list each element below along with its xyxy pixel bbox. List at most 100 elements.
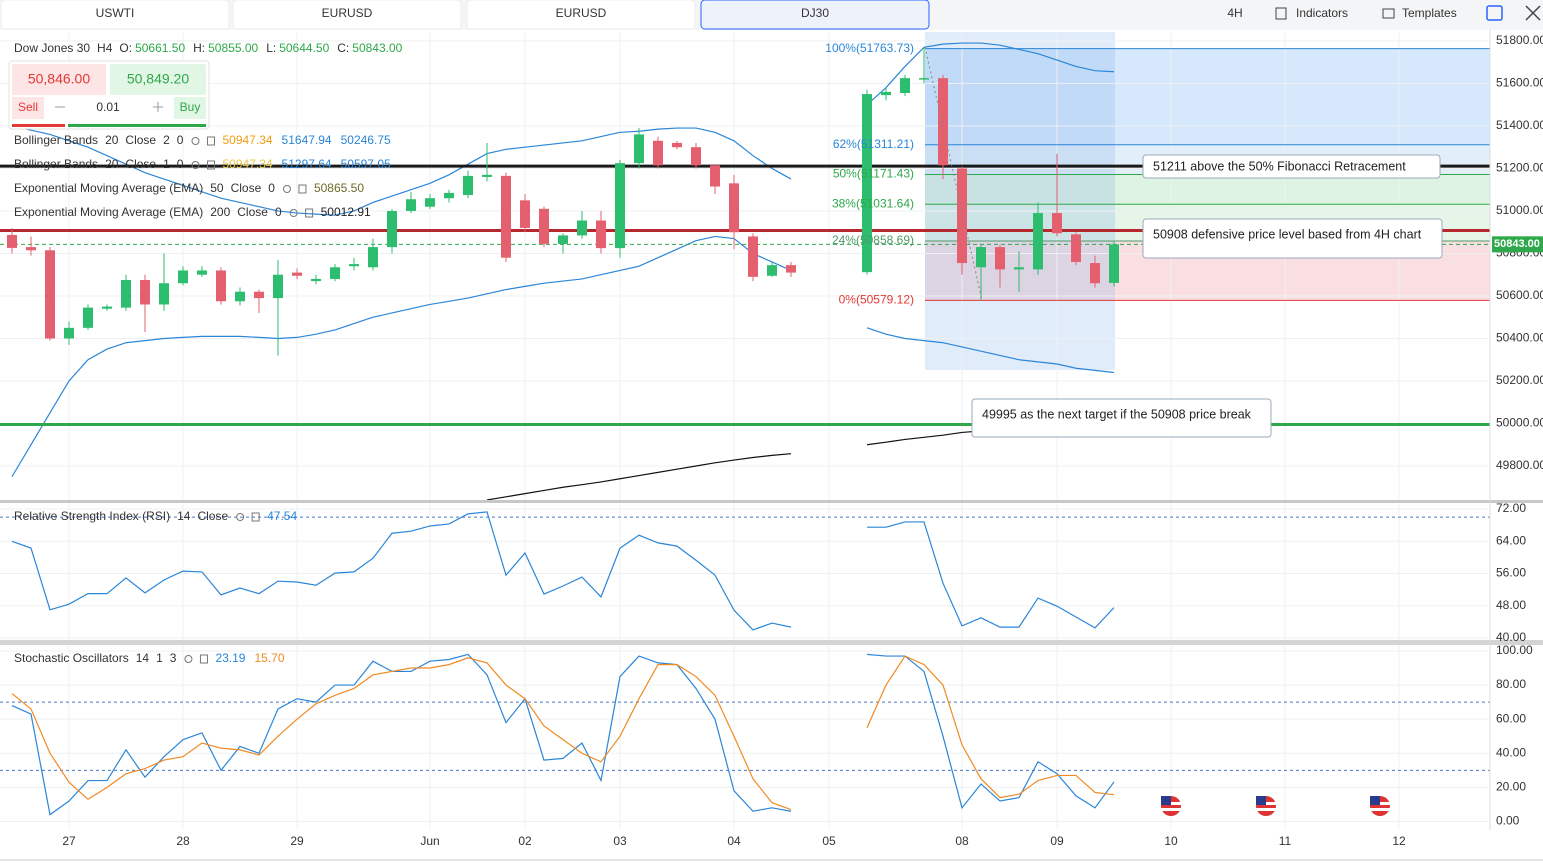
order-panel: 50,846.00 50,849.20 Sell 0.01 Buy <box>8 60 210 130</box>
candle-body <box>273 274 283 299</box>
candle-body <box>368 247 378 268</box>
quantity[interactable]: 0.01 <box>96 100 120 114</box>
indicator-param: 1 <box>163 157 170 171</box>
settings-icon[interactable] <box>282 185 291 193</box>
fib-label: 62%(51311.21) <box>833 137 914 151</box>
sell-price[interactable]: 50,846.00 <box>28 71 90 87</box>
fib-label: 100%(51763.73) <box>825 41 914 55</box>
tab-strip: USWTI EURUSD EURUSD DJ30 <box>0 0 930 30</box>
ohlc-value: 50843.00 <box>352 41 402 55</box>
indicator-param: Close <box>237 205 268 219</box>
interval-button[interactable]: 4H <box>1227 6 1242 20</box>
buy-bar <box>68 124 206 127</box>
candle-body <box>178 270 188 284</box>
indicator-value: 50246.75 <box>341 133 391 147</box>
candle-body <box>387 210 397 248</box>
layout-button[interactable] <box>1486 5 1503 21</box>
candle-body <box>919 78 929 80</box>
tab[interactable] <box>466 0 696 30</box>
delete-icon[interactable] <box>251 512 260 522</box>
y-tick-label: 51200.00 <box>1496 161 1543 175</box>
delete-icon[interactable] <box>206 136 215 146</box>
us-flag <box>1370 796 1390 816</box>
candle-body <box>976 247 986 268</box>
x-tick-label: 12 <box>1392 834 1406 848</box>
indicator-line <box>11 42 1115 216</box>
annotation-text: 49995 as the next target if the 50908 pr… <box>982 407 1252 421</box>
candle-body <box>653 140 663 166</box>
fullscreen-button[interactable] <box>1525 5 1541 21</box>
indicator-line <box>11 511 1115 631</box>
templates-button[interactable]: Templates <box>1402 6 1457 20</box>
candle-body <box>330 267 340 279</box>
y-tick-label: 50400.00 <box>1496 331 1543 345</box>
y-tick-label: 60.00 <box>1496 711 1526 725</box>
y-tick-label: 50000.00 <box>1496 416 1543 430</box>
candle-body <box>311 278 321 282</box>
candle-body <box>26 247 36 251</box>
tab-label[interactable]: EURUSD <box>322 6 373 20</box>
y-tick-label: 49800.00 <box>1496 458 1543 472</box>
tab-label[interactable]: DJ30 <box>801 6 829 20</box>
indicator-name: Exponential Moving Average (EMA) <box>14 205 203 219</box>
candle-body <box>596 220 606 249</box>
x-tick-label: 03 <box>613 834 627 848</box>
candle-body <box>710 165 720 187</box>
sell-button-box[interactable] <box>12 97 44 119</box>
candle-body <box>83 307 93 328</box>
candle-body <box>729 183 739 233</box>
indicator-param: Close <box>125 133 156 147</box>
annotation-text: 50908 defensive price level based from 4… <box>1153 227 1422 241</box>
tab[interactable] <box>0 0 230 30</box>
annotation: 51211 above the 50% Fibonacci Retracemen… <box>1142 154 1441 179</box>
tab[interactable] <box>232 0 462 30</box>
delete-icon[interactable] <box>305 208 314 218</box>
y-tick-label: 50600.00 <box>1496 288 1543 302</box>
fib-label: 24%(50858.69) <box>832 233 914 247</box>
candle-body <box>520 200 530 228</box>
ohlc-label: C: <box>337 41 349 55</box>
buy-button-box[interactable] <box>174 97 206 119</box>
tab-label[interactable]: USWTI <box>96 6 135 20</box>
buy-button[interactable]: Buy <box>180 100 201 114</box>
fib-label: 38%(51031.64) <box>832 196 914 210</box>
increase-button[interactable] <box>153 102 163 112</box>
indicator-value: 15.70 <box>254 651 284 665</box>
indicator-value: 50012.91 <box>321 205 371 219</box>
delete-icon[interactable] <box>206 160 215 170</box>
delete-icon[interactable] <box>199 654 208 664</box>
settings-icon[interactable] <box>184 655 193 663</box>
indicator-name: Bollinger Bands <box>14 133 98 147</box>
settings-icon[interactable] <box>191 161 200 169</box>
x-tick-label: 29 <box>290 834 304 848</box>
buy-price[interactable]: 50,849.20 <box>127 71 189 87</box>
candle-body <box>254 291 264 299</box>
settings-icon[interactable] <box>191 137 200 145</box>
settings-icon[interactable] <box>289 209 298 217</box>
x-tick-label: 08 <box>955 834 969 848</box>
x-tick-label: 10 <box>1164 834 1178 848</box>
indicator-param: Close <box>197 509 228 523</box>
buy-price-box[interactable] <box>110 64 206 95</box>
candle-body <box>558 235 568 244</box>
indicators-button[interactable]: Indicators <box>1296 6 1348 20</box>
settings-icon[interactable] <box>236 513 245 521</box>
last-price-label: 50843.00 <box>1494 238 1540 250</box>
candle-body <box>7 234 17 248</box>
templates-icon <box>1382 8 1395 19</box>
pane-separator <box>0 640 1543 645</box>
y-tick-label: 56.00 <box>1496 566 1526 580</box>
tab[interactable] <box>700 0 930 30</box>
ohlc-value: 50855.00 <box>208 41 258 55</box>
candle-body <box>995 247 1005 270</box>
candle-body <box>539 208 549 244</box>
delete-icon[interactable] <box>298 184 307 194</box>
indicator-param: 1 <box>156 651 163 665</box>
sell-price-box[interactable] <box>12 64 106 95</box>
fib-label: 0%(50579.12) <box>839 293 914 307</box>
indicator-name: Relative Strength Index (RSI) <box>14 509 170 523</box>
fib-label: 50%(51171.43) <box>833 167 914 181</box>
tab-label[interactable]: EURUSD <box>556 6 607 20</box>
sell-button[interactable]: Sell <box>18 100 38 114</box>
last-price-tag <box>1492 236 1543 253</box>
